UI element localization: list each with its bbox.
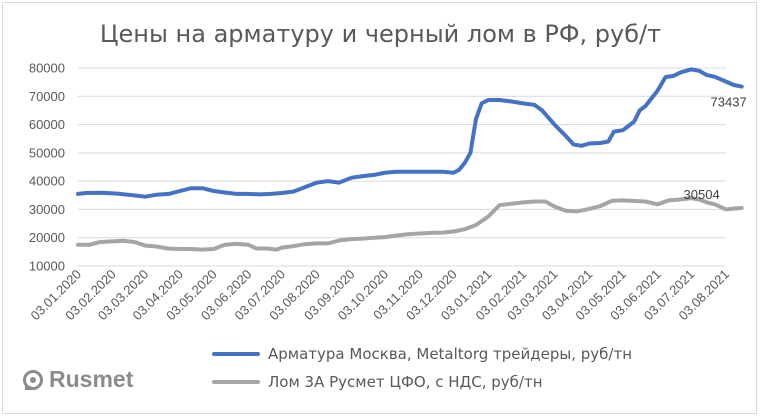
y-tick-label: 20000 [29, 230, 65, 245]
series-lines [76, 67, 744, 252]
data-label-0: 73437 [711, 95, 747, 110]
legend-item-scrap: Лом 3А Русмет ЦФО, с НДС, руб/тн [212, 368, 632, 396]
y-tick-label: 40000 [29, 174, 65, 189]
y-tick-label: 30000 [29, 202, 65, 217]
y-tick-label: 10000 [29, 259, 65, 274]
legend-swatch-rebar [212, 352, 260, 356]
y-tick-label: 50000 [29, 145, 65, 160]
y-axis-tick-labels: 10000 20000 30000 40000 50000 60000 70000 80000 [29, 61, 65, 274]
legend: Арматура Москва, Metaltorg трейдеры, руб… [212, 340, 632, 396]
legend-label-scrap: Лом 3А Русмет ЦФО, с НДС, руб/тн [268, 373, 543, 391]
rusmet-logo-icon [23, 369, 43, 390]
rusmet-logo-text: Rusmet [49, 366, 134, 392]
series-line-0 [76, 67, 744, 199]
y-tick-label: 80000 [29, 61, 65, 76]
legend-label-rebar: Арматура Москва, Metaltorg трейдеры, руб… [268, 345, 633, 363]
data-label-1: 30504 [684, 187, 720, 202]
data-labels: 73437 30504 [684, 95, 747, 202]
legend-swatch-scrap [212, 380, 260, 384]
y-tick-label: 70000 [29, 89, 65, 104]
chart-frame [2, 2, 757, 414]
rusmet-logo: Rusmet [22, 366, 133, 393]
legend-item-rebar: Арматура Москва, Metaltorg трейдеры, руб… [212, 340, 632, 368]
series-line-1 [76, 196, 744, 252]
chart-title: Цены на арматуру и черный лом в РФ, руб/… [99, 20, 662, 48]
y-tick-label: 60000 [29, 117, 65, 132]
x-axis-tick-labels: 03.01.202003.02.202003.03.202003.04.2020… [27, 267, 732, 324]
gridlines [78, 67, 726, 267]
